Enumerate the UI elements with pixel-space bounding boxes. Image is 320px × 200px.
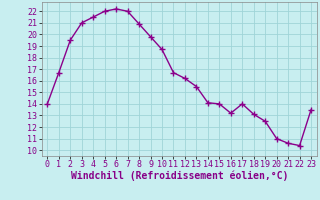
X-axis label: Windchill (Refroidissement éolien,°C): Windchill (Refroidissement éolien,°C) [70,171,288,181]
